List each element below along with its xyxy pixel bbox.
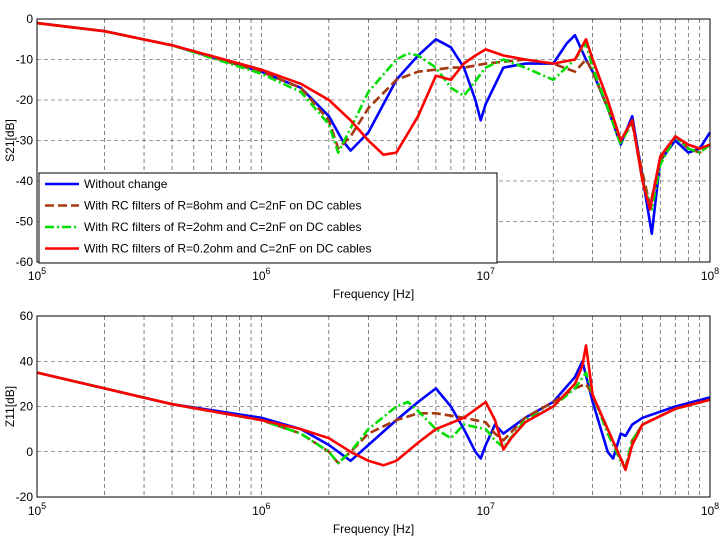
series-line-3 bbox=[36, 371, 711, 469]
x-axis-label: Frequency [Hz] bbox=[333, 287, 414, 301]
y-tick-label: 0 bbox=[26, 12, 33, 26]
y-tick-label: 20 bbox=[20, 400, 34, 414]
legend-label: With RC filters of R=2ohm and C=2nF on D… bbox=[84, 220, 361, 234]
legend: Without change With RC filters of R=8ohm … bbox=[38, 172, 498, 264]
series-line-4 bbox=[36, 344, 711, 472]
legend-label: With RC filters of R=0.2ohm and C=2nF on… bbox=[84, 242, 371, 256]
series-line-1 bbox=[36, 360, 711, 463]
y-tick-label: -30 bbox=[16, 134, 34, 148]
axes-frame bbox=[36, 315, 711, 498]
x-tick-label: 106 bbox=[252, 501, 270, 518]
x-tick-label: 107 bbox=[476, 266, 494, 283]
legend-label: With RC filters of R=8ohm and C=2nF on D… bbox=[84, 199, 361, 213]
y-axis-label: S21[dB] bbox=[3, 119, 17, 162]
x-tick-label: 108 bbox=[701, 501, 719, 518]
legend-label: Without change bbox=[84, 177, 168, 191]
x-tick-label: 105 bbox=[28, 501, 46, 518]
series-line-1 bbox=[36, 21, 712, 235]
legend-box bbox=[38, 172, 498, 264]
y-tick-label: -10 bbox=[16, 53, 34, 67]
y-tick-label: -60 bbox=[16, 255, 34, 269]
x-tick-label: 107 bbox=[476, 501, 494, 518]
series-line-4 bbox=[36, 21, 711, 211]
x-tick-label: 106 bbox=[252, 266, 270, 283]
x-tick-label: 108 bbox=[701, 266, 719, 283]
y-tick-label: -50 bbox=[16, 215, 34, 229]
y-tick-label: 0 bbox=[26, 445, 33, 459]
x-tick-label: 105 bbox=[28, 266, 46, 283]
y-tick-label: -40 bbox=[16, 174, 34, 188]
y-tick-label: 40 bbox=[20, 354, 34, 368]
y-tick-label: -20 bbox=[16, 490, 34, 504]
x-axis-label: Frequency [Hz] bbox=[333, 522, 414, 536]
y-tick-label: 60 bbox=[20, 309, 34, 323]
y-axis-label: Z11[dB] bbox=[3, 386, 17, 427]
y-tick-label: -20 bbox=[16, 93, 34, 107]
